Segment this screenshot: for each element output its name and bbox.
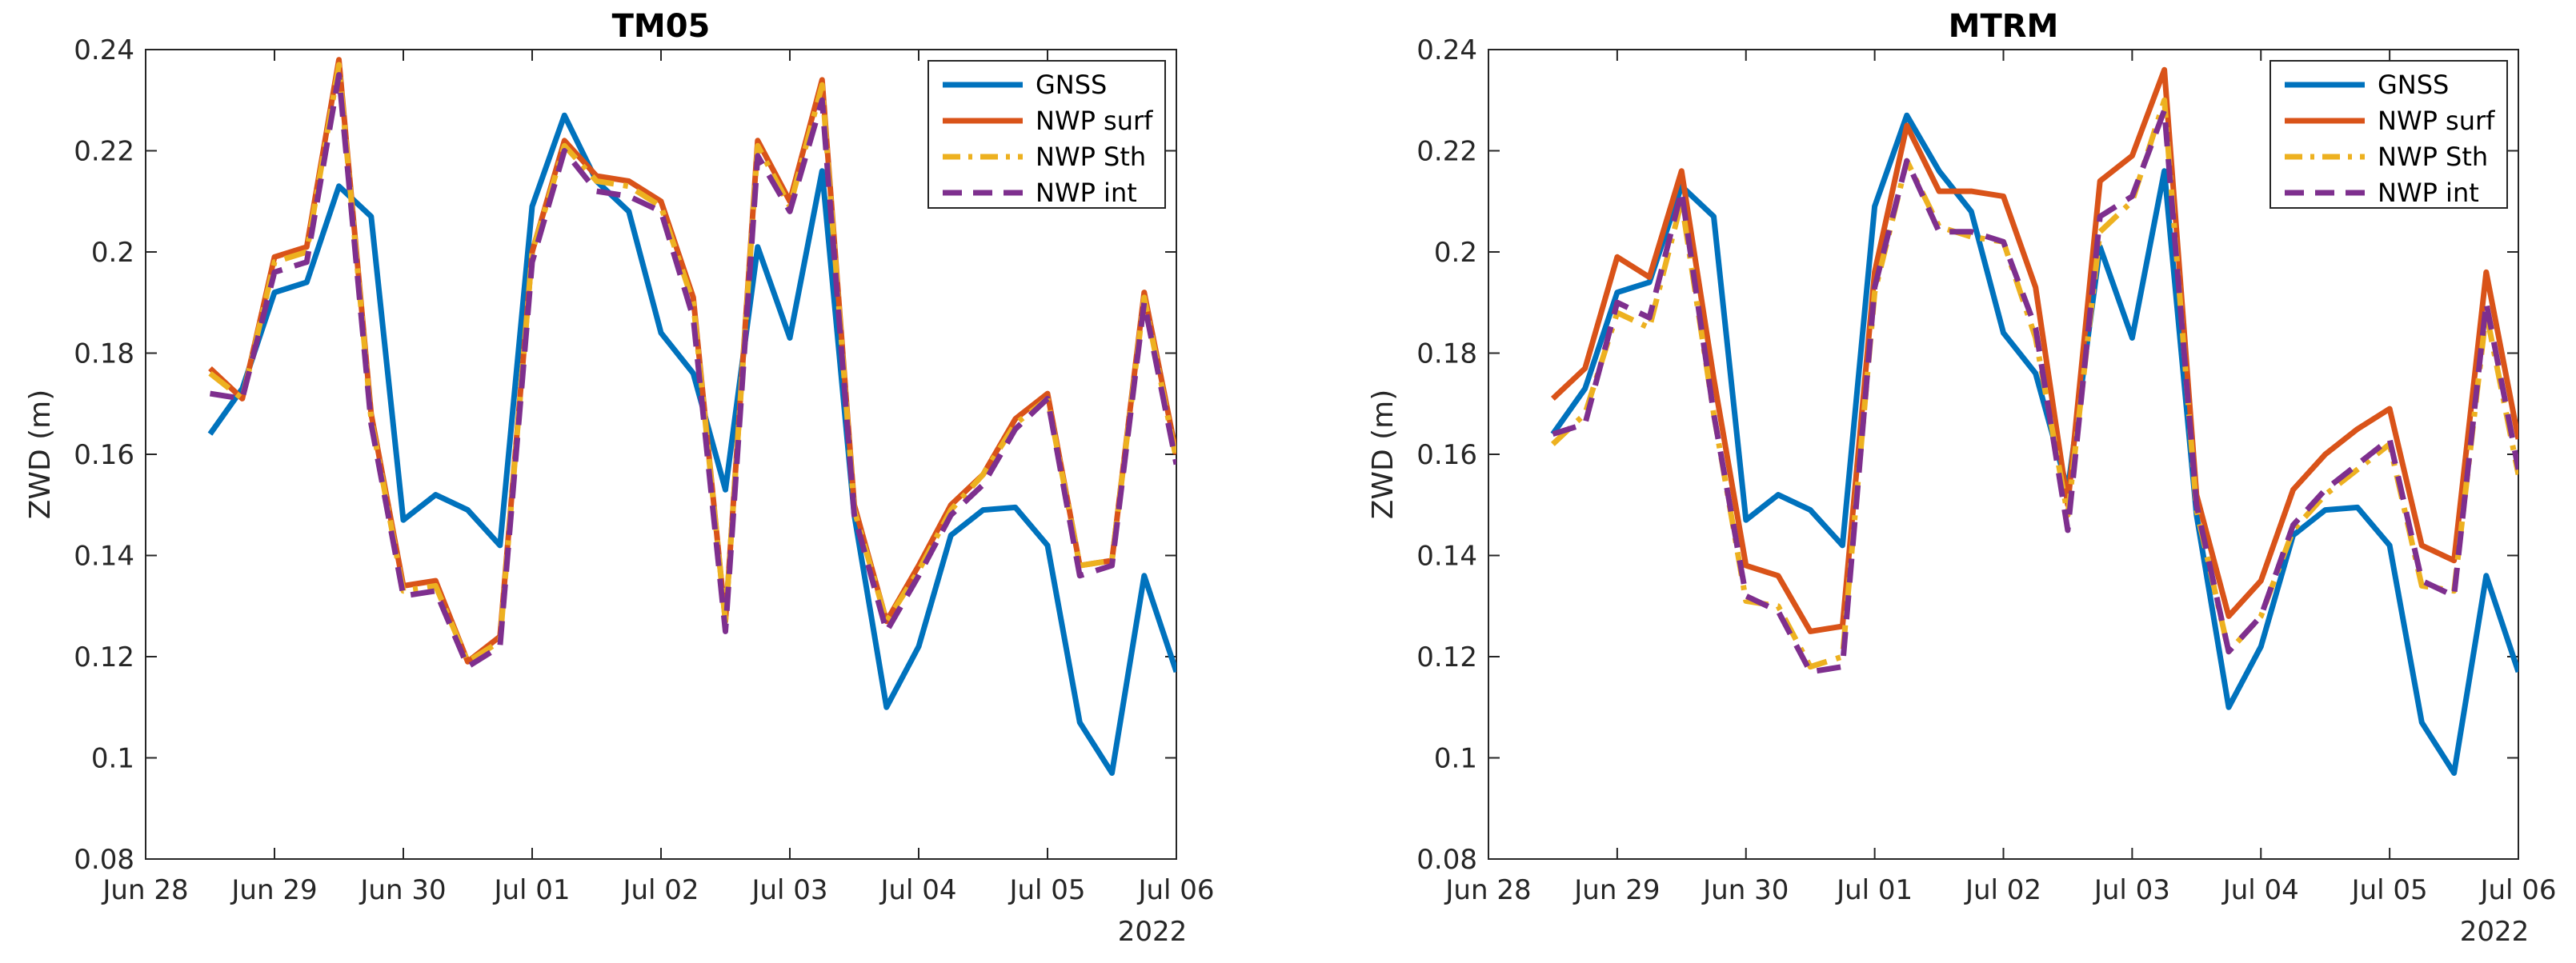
y-tick-label: 0.16 <box>74 439 134 471</box>
legend: GNSS NWP surf NWP Sth NWP int <box>2270 60 2508 209</box>
x-tick-label: Jul 02 <box>621 874 699 906</box>
y-axis-label: ZWD (m) <box>1367 390 1400 520</box>
x-tick-label: Jul 01 <box>492 874 570 906</box>
y-tick-label: 0.1 <box>91 743 134 775</box>
legend: GNSS NWP surf NWP Sth NWP int <box>927 60 1166 209</box>
y-tick-label: 0.08 <box>74 844 134 876</box>
legend-label: NWP surf <box>1036 106 1153 136</box>
x-year-label: 2022 <box>2460 916 2530 948</box>
legend-label: NWP Sth <box>2378 142 2488 172</box>
x-tick-label: Jul 04 <box>879 874 956 906</box>
series-line-gnss <box>207 112 1176 776</box>
y-tick-label: 0.2 <box>91 237 134 269</box>
series-line-nwp-int <box>209 72 1176 670</box>
x-tick-label: Jul 01 <box>1835 874 1913 906</box>
legend-label: NWP int <box>1036 178 1137 208</box>
legend-label: NWP Sth <box>1036 142 1146 172</box>
legend-label: NWP int <box>2378 178 2479 208</box>
chart-panel-mtrm: 0.08 0.1 0.12 0.14 0.16 0.18 0.2 0.22 0.24 Jun 28… <box>1367 8 2557 948</box>
y-tick-label: 0.22 <box>1416 136 1477 168</box>
y-tick-label: 0.18 <box>74 338 134 370</box>
x-tick-label: Jun 28 <box>101 874 188 906</box>
y-tick-label: 0.14 <box>74 541 134 573</box>
y-axis-label: ZWD (m) <box>24 390 57 520</box>
x-year-label: 2022 <box>1118 916 1188 948</box>
legend-label: GNSS <box>1036 70 1107 100</box>
x-tick-label: Jul 02 <box>1964 874 2041 906</box>
x-tick-label: Jul 05 <box>1008 874 1085 906</box>
x-tick-label: Jun 30 <box>1701 874 1789 906</box>
x-tick-label: Jul 05 <box>2350 874 2428 906</box>
y-tick-label: 0.22 <box>74 136 134 168</box>
series-line-nwp-int <box>1552 107 2518 675</box>
series-line-nwp-sth <box>208 62 1176 665</box>
series-line-nwp-surf <box>1551 66 2518 634</box>
y-tick-label: 0.18 <box>1416 338 1477 370</box>
x-tick-label: Jul 06 <box>2478 874 2556 906</box>
x-tick-label: Jun 29 <box>1572 874 1660 906</box>
x-tick-label: Jun 30 <box>359 874 446 906</box>
chart-title: TM05 <box>612 8 711 45</box>
legend-label: GNSS <box>2378 70 2449 100</box>
x-tick-label: Jul 06 <box>1136 874 1214 906</box>
y-tick-label: 0.08 <box>1416 844 1477 876</box>
y-tick-label: 0.24 <box>74 34 134 66</box>
y-tick-label: 0.12 <box>1416 641 1477 673</box>
x-tick-label: Jul 04 <box>2221 874 2299 906</box>
y-tick-label: 0.24 <box>1416 34 1477 66</box>
y-tick-label: 0.2 <box>1434 237 1477 269</box>
y-tick-label: 0.16 <box>1416 439 1477 471</box>
y-tick-label: 0.1 <box>1434 743 1477 775</box>
chart-title: MTRM <box>1949 8 2059 45</box>
legend-label: NWP surf <box>2378 106 2495 136</box>
x-tick-label: Jun 29 <box>230 874 317 906</box>
x-tick-label: Jun 28 <box>1444 874 1531 906</box>
y-tick-label: 0.14 <box>1416 541 1477 573</box>
chart-panel-tm05: 0.08 0.1 0.12 0.14 0.16 0.18 0.2 0.22 0.24 Jun 28… <box>24 8 1215 948</box>
x-tick-label: Jul 03 <box>750 874 827 906</box>
x-tick-label: Jul 03 <box>2093 874 2170 906</box>
y-tick-label: 0.12 <box>74 641 134 673</box>
series-line-gnss <box>1550 112 2518 776</box>
